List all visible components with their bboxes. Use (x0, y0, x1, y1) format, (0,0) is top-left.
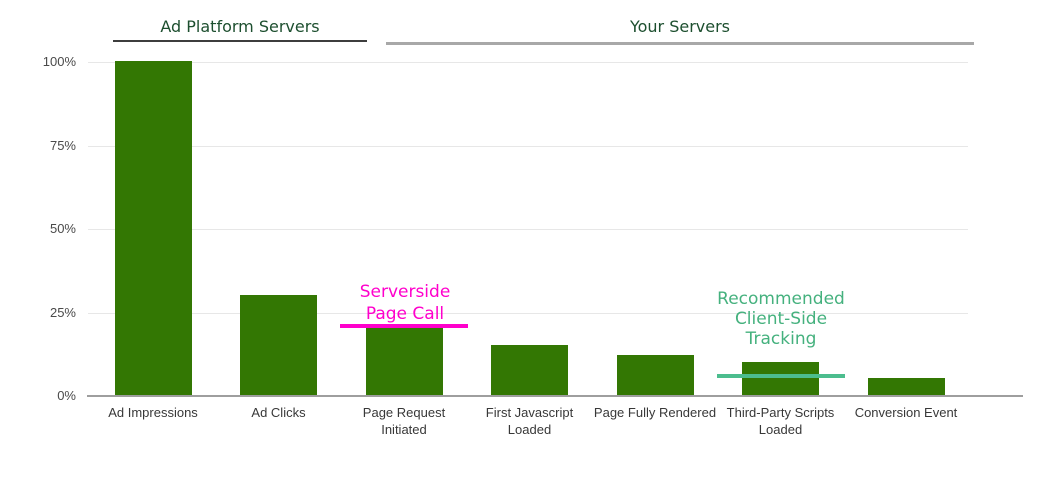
x-axis-label: Page Fully Rendered (593, 405, 717, 420)
x-axis-label: Ad Clicks (251, 405, 306, 420)
annotation-text-line: Serverside (359, 282, 451, 302)
annotation-text-line: Client-Side (734, 309, 828, 329)
bar (742, 361, 819, 395)
x-axis-label: Third-Party Scripts Loaded (726, 405, 835, 437)
x-axis-label: First Javascript Loaded (485, 405, 574, 437)
bar (114, 61, 192, 395)
group-underline-your-servers (386, 42, 974, 45)
annotation-text-line: Page Call (365, 304, 445, 324)
annotation-serverside-page-call: Serverside Page Call (320, 281, 490, 325)
x-axis-line (87, 395, 1023, 397)
annotation-text-line: Tracking (745, 329, 817, 349)
annotation-recommended-client-side-tracking: Recommended Client-Side Tracking (696, 289, 866, 349)
gridline (88, 62, 968, 63)
y-axis-label: 75% (49, 137, 76, 153)
gridline (88, 312, 968, 314)
plot-area (88, 61, 968, 396)
group-title-your-servers: Your Servers (629, 17, 731, 36)
x-axis-label: Ad Impressions (108, 405, 198, 420)
x-axis-label: Conversion Event (854, 405, 958, 420)
gridline (88, 145, 968, 147)
annotation-marker-line (340, 323, 468, 328)
y-axis-label: 50% (49, 221, 76, 236)
bar (365, 328, 443, 395)
group-underline-ad-platform-servers (113, 40, 367, 42)
y-axis-label: 100% (42, 54, 76, 69)
bar (240, 294, 317, 395)
y-axis-label: 25% (49, 304, 76, 320)
y-axis-label: 0% (57, 388, 76, 403)
bar (867, 378, 945, 395)
x-axis-label: Page Request Initiated (362, 405, 446, 437)
annotation-text-line: Recommended (717, 289, 845, 309)
group-title-ad-platform-servers: Ad Platform Servers (160, 17, 320, 36)
annotation-marker-line (716, 373, 845, 378)
gridline (88, 229, 968, 230)
bar (491, 344, 568, 395)
bar (616, 354, 694, 395)
